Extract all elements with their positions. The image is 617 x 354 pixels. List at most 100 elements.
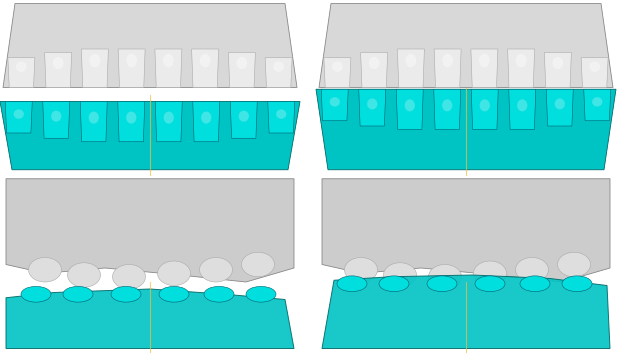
Ellipse shape — [67, 263, 101, 287]
Ellipse shape — [515, 257, 549, 282]
Ellipse shape — [236, 57, 247, 69]
Ellipse shape — [276, 109, 286, 119]
Ellipse shape — [475, 276, 505, 292]
Ellipse shape — [126, 112, 136, 124]
Polygon shape — [43, 102, 70, 138]
Ellipse shape — [89, 112, 99, 124]
Polygon shape — [118, 49, 145, 87]
Ellipse shape — [200, 54, 210, 67]
Ellipse shape — [562, 276, 592, 292]
Bar — [0, 0, 300, 175]
Ellipse shape — [479, 99, 490, 112]
Ellipse shape — [384, 263, 416, 287]
Polygon shape — [155, 49, 182, 87]
Polygon shape — [8, 58, 35, 87]
Ellipse shape — [379, 276, 409, 292]
Ellipse shape — [52, 57, 64, 69]
Polygon shape — [118, 102, 145, 142]
Polygon shape — [6, 102, 32, 133]
Ellipse shape — [367, 98, 378, 109]
Polygon shape — [471, 49, 498, 87]
Polygon shape — [322, 275, 610, 348]
Ellipse shape — [555, 98, 565, 109]
Ellipse shape — [199, 257, 233, 282]
Polygon shape — [321, 89, 348, 121]
Ellipse shape — [405, 54, 416, 67]
Polygon shape — [80, 102, 107, 142]
Ellipse shape — [163, 54, 174, 67]
Ellipse shape — [157, 261, 191, 285]
Ellipse shape — [21, 286, 51, 302]
Polygon shape — [434, 89, 461, 130]
Ellipse shape — [552, 57, 563, 69]
Polygon shape — [192, 49, 218, 87]
Polygon shape — [544, 52, 571, 87]
Ellipse shape — [241, 252, 275, 277]
Polygon shape — [508, 49, 534, 87]
Polygon shape — [6, 179, 294, 282]
Bar — [316, 177, 616, 352]
Polygon shape — [584, 89, 611, 121]
Ellipse shape — [589, 62, 600, 72]
Ellipse shape — [344, 257, 378, 282]
Ellipse shape — [558, 252, 590, 277]
Ellipse shape — [16, 62, 27, 72]
Ellipse shape — [592, 97, 602, 107]
Polygon shape — [360, 52, 387, 87]
Ellipse shape — [112, 264, 146, 289]
Polygon shape — [6, 289, 294, 348]
Polygon shape — [193, 102, 220, 142]
Ellipse shape — [201, 112, 212, 124]
Polygon shape — [322, 179, 610, 282]
Polygon shape — [509, 89, 536, 130]
Polygon shape — [397, 49, 424, 87]
Ellipse shape — [479, 54, 490, 67]
Polygon shape — [324, 58, 351, 87]
Ellipse shape — [520, 276, 550, 292]
Polygon shape — [546, 89, 573, 126]
Polygon shape — [3, 4, 297, 87]
Polygon shape — [0, 102, 300, 170]
Ellipse shape — [427, 276, 457, 292]
Polygon shape — [358, 89, 386, 126]
Ellipse shape — [516, 54, 526, 67]
Ellipse shape — [164, 112, 174, 124]
Polygon shape — [434, 49, 461, 87]
Ellipse shape — [405, 99, 415, 112]
Ellipse shape — [126, 54, 137, 67]
Ellipse shape — [246, 286, 276, 302]
Ellipse shape — [239, 111, 249, 122]
Ellipse shape — [442, 99, 452, 112]
Polygon shape — [471, 89, 499, 130]
Polygon shape — [81, 49, 109, 87]
Polygon shape — [581, 58, 608, 87]
Ellipse shape — [332, 62, 343, 72]
Ellipse shape — [517, 99, 528, 112]
Ellipse shape — [337, 276, 367, 292]
Ellipse shape — [369, 57, 379, 69]
Ellipse shape — [51, 111, 61, 122]
Ellipse shape — [14, 109, 24, 119]
Ellipse shape — [428, 264, 462, 289]
Ellipse shape — [473, 261, 507, 285]
Polygon shape — [316, 89, 616, 170]
Ellipse shape — [273, 62, 284, 72]
Ellipse shape — [442, 54, 453, 67]
Ellipse shape — [204, 286, 234, 302]
Bar — [0, 177, 300, 352]
Ellipse shape — [89, 54, 101, 67]
Ellipse shape — [329, 97, 340, 107]
Polygon shape — [396, 89, 423, 130]
Ellipse shape — [28, 257, 62, 282]
Polygon shape — [268, 102, 295, 133]
Ellipse shape — [111, 286, 141, 302]
Polygon shape — [155, 102, 182, 142]
Polygon shape — [228, 52, 255, 87]
Bar — [316, 0, 616, 175]
Polygon shape — [265, 58, 292, 87]
Polygon shape — [44, 52, 72, 87]
Polygon shape — [230, 102, 257, 138]
Ellipse shape — [63, 286, 93, 302]
Ellipse shape — [159, 286, 189, 302]
Polygon shape — [319, 4, 613, 87]
